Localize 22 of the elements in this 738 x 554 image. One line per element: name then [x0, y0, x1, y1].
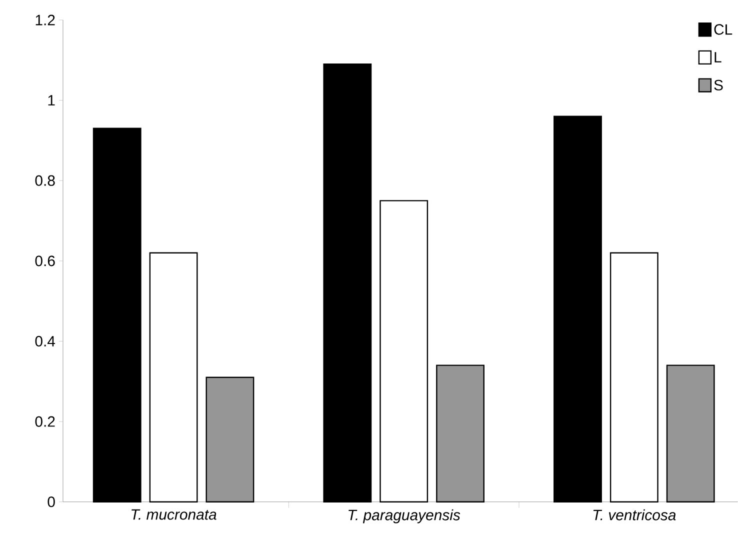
x-tick-label: T. paraguayensis [348, 509, 460, 524]
bar [554, 116, 602, 503]
bar [436, 364, 484, 503]
bar [666, 364, 715, 503]
legend-label: CL [714, 24, 732, 35]
x-tick-label: T. ventricosa [593, 509, 676, 520]
y-tick-label: 1.2 [36, 14, 55, 26]
y-tick-label: 1 [48, 95, 55, 106]
bar [92, 128, 142, 503]
legend-label: S [714, 80, 723, 90]
bar [610, 252, 658, 503]
bar [323, 64, 372, 503]
y-tick-label: 0.6 [35, 256, 55, 266]
x-tick-label: T. mucronata [132, 509, 216, 520]
bar [206, 376, 254, 503]
bar [380, 200, 428, 503]
legend-label: L [714, 52, 722, 62]
y-tick-label: 0 [48, 496, 55, 508]
bar [149, 252, 198, 503]
y-tick-label: 0.8 [35, 175, 55, 186]
y-tick-label: 0.4 [35, 336, 56, 347]
y-tick-label: 0.2 [35, 416, 55, 427]
